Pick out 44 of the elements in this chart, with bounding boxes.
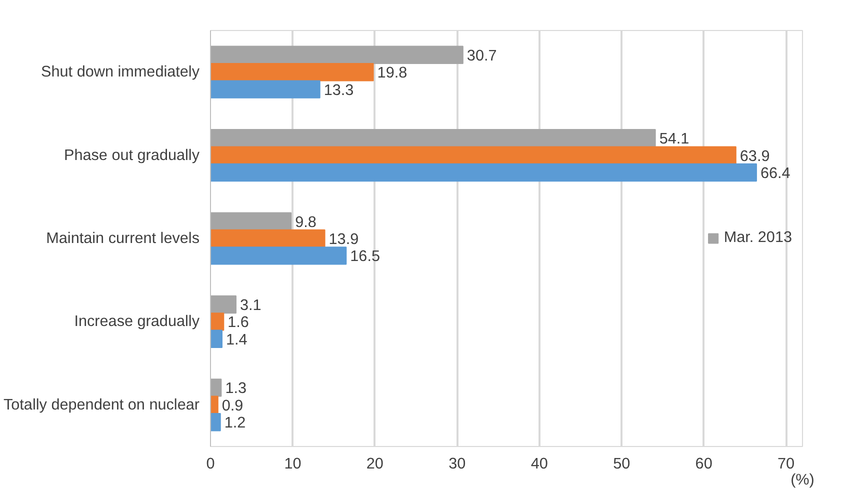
bar — [210, 80, 320, 98]
data-label: 1.3 — [225, 380, 246, 398]
data-label: 9.8 — [295, 214, 316, 231]
bar — [210, 412, 221, 432]
y-tick-label: Totally dependent on nuclear — [4, 396, 200, 414]
bar — [210, 129, 656, 148]
bar — [210, 246, 347, 265]
x-tick-label: 60 — [695, 456, 712, 472]
x-tick-label: 0 — [206, 456, 215, 472]
data-label: 66.4 — [760, 164, 791, 182]
data-label: 0.9 — [222, 397, 244, 414]
x-tick-label: 20 — [366, 456, 384, 472]
bar — [210, 330, 223, 348]
data-label: 63.9 — [740, 148, 770, 165]
bar — [210, 378, 222, 397]
y-tick-label: Phase out gradually — [64, 146, 200, 164]
y-tick-label: Maintain current levels — [46, 230, 200, 247]
y-tick-label: Shut down immediately — [41, 64, 200, 81]
data-label: 13.9 — [328, 231, 359, 248]
data-label: 1.4 — [226, 331, 248, 348]
bar — [210, 212, 292, 230]
bar — [210, 146, 736, 164]
bar — [210, 295, 236, 314]
data-label: 54.1 — [659, 130, 690, 148]
data-label: 30.7 — [466, 47, 497, 64]
data-label: 3.1 — [240, 297, 262, 314]
x-axis-title: (%) — [790, 472, 814, 488]
data-label: 13.3 — [324, 82, 354, 99]
bar — [210, 163, 757, 182]
x-tick-label: 50 — [613, 456, 630, 472]
data-label: 19.8 — [377, 64, 408, 82]
data-label: 16.5 — [350, 248, 380, 266]
bar — [210, 312, 224, 331]
x-tick-label: 70 — [778, 456, 795, 472]
x-tick-label: 30 — [448, 456, 466, 472]
x-tick-label: 40 — [530, 456, 548, 472]
data-label: 1.6 — [228, 314, 249, 332]
legend-label: Mar. 2013 — [724, 229, 792, 247]
bar — [210, 229, 326, 248]
bar — [210, 46, 464, 64]
y-tick-label: Increase gradually — [74, 313, 200, 330]
data-label: 1.2 — [224, 414, 246, 432]
x-tick-label: 10 — [284, 456, 302, 472]
bar — [210, 63, 374, 82]
